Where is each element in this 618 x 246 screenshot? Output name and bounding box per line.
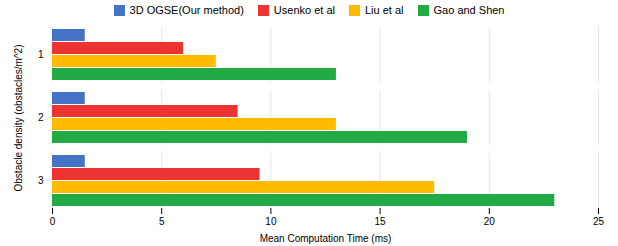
svg-text:1: 1	[38, 49, 44, 60]
svg-text:3: 3	[38, 175, 44, 186]
html-text:Gao and Shen: Gao and Shen	[433, 4, 505, 16]
html-text:Liu et al: Liu et al	[365, 4, 404, 16]
svg-text:5: 5	[159, 216, 165, 227]
svg-text:25: 25	[593, 216, 605, 227]
svg-text:2: 2	[38, 112, 44, 123]
svg-text:0: 0	[50, 216, 56, 227]
svg-text:Obstacle density (obstacles/m^: Obstacle density (obstacles/m^2)	[13, 45, 24, 192]
svg-text:Mean Computation Time (ms): Mean Computation Time (ms)	[260, 233, 392, 244]
svg-text:10: 10	[265, 216, 277, 227]
html-text:Usenko et al: Usenko et al	[273, 4, 335, 16]
html-text:3D OGSE(Our method): 3D OGSE(Our method)	[129, 4, 244, 16]
svg-text:15: 15	[375, 216, 387, 227]
svg-text:20: 20	[484, 216, 496, 227]
